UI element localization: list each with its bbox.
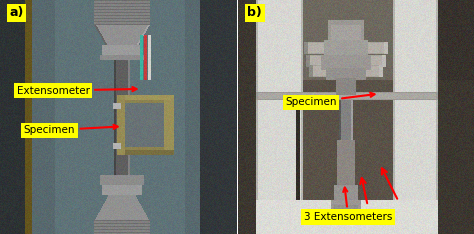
Text: Specimen: Specimen: [24, 125, 118, 135]
Text: Extensometer: Extensometer: [17, 86, 137, 96]
Text: Specimen: Specimen: [285, 93, 374, 107]
Text: 3 Extensometers: 3 Extensometers: [304, 188, 392, 222]
Text: b): b): [247, 6, 262, 19]
Text: a): a): [9, 6, 24, 19]
